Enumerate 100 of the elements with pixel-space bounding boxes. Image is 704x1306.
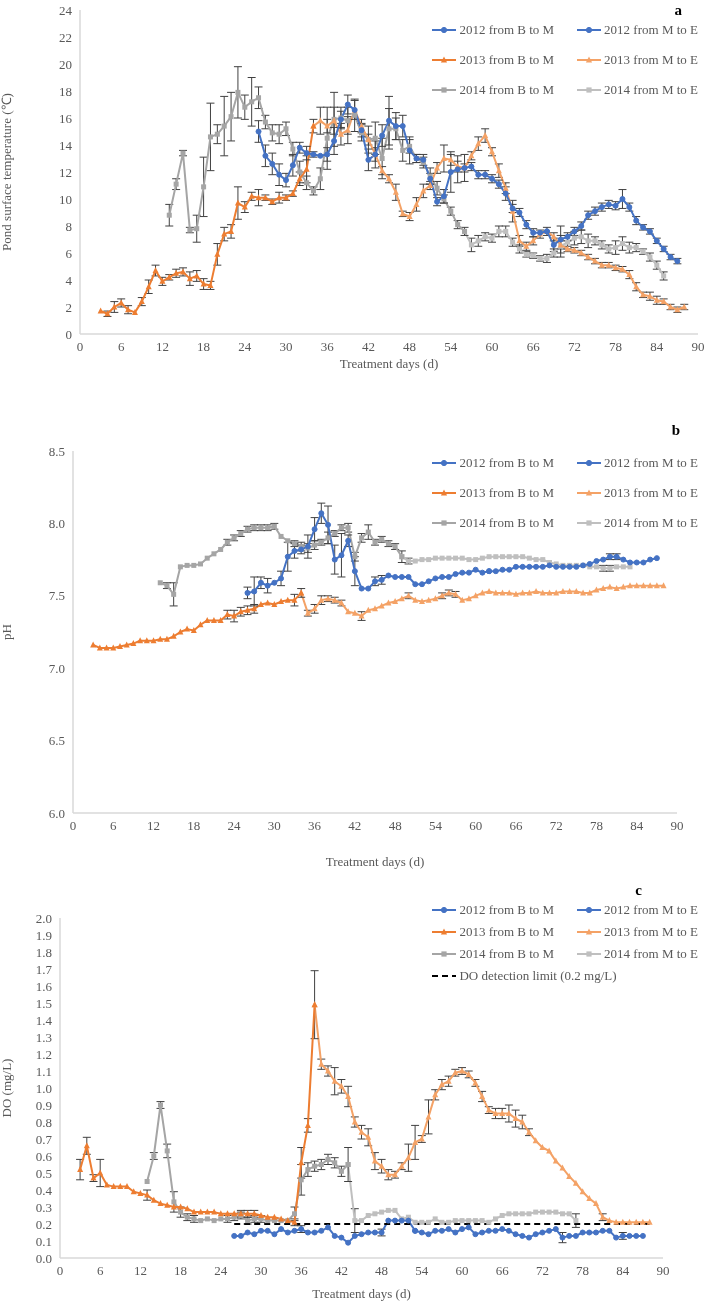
y-axis-title: pH (0, 624, 14, 640)
x-tick-label: 66 (526, 339, 541, 355)
y-tick-label: 8.5 (48, 443, 65, 459)
x-tick-label: 78 (609, 339, 623, 355)
legend-label: 2012 from M to E (604, 902, 698, 918)
y-tick-label: 0.2 (35, 1216, 52, 1232)
y-tick-label: 0.1 (35, 1233, 52, 1249)
x-tick-label: 66 (509, 818, 523, 834)
x-axis-title: Treatment days (d) (338, 356, 440, 372)
x-tick-label: 24 (238, 339, 252, 355)
y-tick-label: 1.3 (35, 1029, 52, 1045)
x-tick-label: 12 (147, 818, 161, 834)
x-tick-label: 48 (403, 339, 417, 355)
x-tick-label: 12 (155, 339, 169, 355)
y-tick-label: 7.0 (48, 660, 65, 676)
x-tick-label: 84 (650, 339, 664, 355)
y-tick-label: 0.5 (35, 1165, 52, 1181)
x-tick-label: 30 (267, 818, 281, 834)
y-tick-label: 2 (65, 299, 72, 315)
x-tick-label: 12 (133, 1263, 147, 1279)
y-tick-label: 8 (65, 218, 72, 234)
legend-label: 2012 from B to M (459, 902, 555, 918)
legend-label: 2012 from B to M (459, 455, 555, 471)
y-tick-label: 1.2 (35, 1046, 52, 1062)
legend-label: 2013 from M to E (604, 485, 698, 501)
legend-label: 2013 from B to M (459, 485, 555, 501)
x-tick-label: 18 (197, 339, 211, 355)
x-tick-label: 48 (375, 1263, 389, 1279)
y-tick-label: 6 (65, 245, 73, 261)
x-tick-label: 90 (656, 1263, 670, 1279)
text: c (635, 882, 642, 899)
y-tick-label: 16 (59, 110, 73, 126)
x-tick-label: 90 (691, 339, 704, 355)
x-axis-title: Treatment days (d) (311, 1286, 412, 1302)
y-tick-label: 1.9 (35, 927, 52, 943)
y-tick-label: 1.6 (35, 978, 53, 994)
y-tick-label: 10 (59, 191, 72, 207)
legend-label: 2014 from M to E (604, 946, 698, 962)
x-tick-label: 78 (589, 818, 603, 834)
y-tick-label: 0 (65, 326, 72, 342)
x-tick-label: 78 (576, 1263, 590, 1279)
legend-label: 2014 from B to M (459, 946, 555, 962)
y-tick-label: 1.1 (35, 1063, 52, 1079)
legend-label: 2012 from B to M (459, 22, 555, 38)
x-tick-label: 24 (227, 818, 242, 834)
legend-label: 2014 from B to M (459, 515, 555, 531)
x-tick-label: 72 (549, 818, 563, 834)
x-tick-label: 72 (535, 1263, 549, 1279)
y-tick-label: 0.8 (35, 1114, 52, 1130)
y-tick-label: 18 (59, 83, 72, 99)
y-tick-label: 20 (59, 56, 72, 72)
x-tick-label: 72 (567, 339, 581, 355)
x-tick-label: 42 (348, 818, 362, 834)
y-tick-label: 6.0 (48, 805, 65, 821)
x-tick-label: 42 (361, 339, 375, 355)
x-tick-label: 6 (117, 339, 125, 355)
x-tick-label: 54 (444, 339, 458, 355)
x-tick-label: 18 (174, 1263, 188, 1279)
y-tick-label: 12 (59, 164, 72, 180)
x-tick-label: 60 (485, 339, 499, 355)
x-tick-label: 30 (279, 339, 293, 355)
text: b (671, 422, 680, 439)
x-tick-label: 90 (670, 818, 684, 834)
x-tick-label: 60 (455, 1263, 469, 1279)
y-axis-title: Pond surface temperature (℃) (0, 93, 14, 251)
y-tick-label: 1.7 (35, 961, 53, 977)
y-tick-label: 2.0 (35, 910, 52, 926)
y-axis-title: DO (mg/L) (0, 1058, 14, 1118)
legend-label: 2013 from M to E (604, 52, 698, 68)
x-tick-label: 36 (308, 818, 322, 834)
x-tick-label: 6 (110, 818, 118, 834)
legend-label: 2014 from M to E (604, 82, 698, 98)
x-tick-label: 6 (96, 1263, 104, 1279)
x-tick-label: 48 (388, 818, 402, 834)
y-tick-label: 1.4 (35, 1012, 53, 1028)
y-tick-label: 0.9 (35, 1097, 52, 1113)
y-tick-label: 6.5 (48, 733, 65, 749)
x-tick-label: 42 (334, 1263, 348, 1279)
x-tick-label: 36 (294, 1263, 309, 1279)
y-tick-label: 0.0 (35, 1250, 52, 1266)
x-tick-label: 66 (495, 1263, 510, 1279)
legend-label: 2012 from M to E (604, 455, 698, 471)
x-tick-label: 54 (428, 818, 443, 834)
x-tick-label: 84 (616, 1263, 630, 1279)
y-tick-label: 0.3 (35, 1199, 52, 1215)
legend-label: 2013 from M to E (604, 924, 698, 940)
legend-label: DO detection limit (0.2 mg/L) (459, 968, 617, 984)
x-tick-label: 30 (254, 1263, 268, 1279)
x-tick-label: 0 (76, 339, 84, 355)
y-tick-label: 14 (59, 137, 73, 153)
x-tick-label: 24 (214, 1263, 228, 1279)
y-tick-label: 0.6 (35, 1148, 53, 1164)
y-tick-label: 8.0 (48, 516, 65, 532)
y-tick-label: 4 (65, 272, 73, 288)
legend-label: 2013 from B to M (459, 52, 555, 68)
x-tick-label: 54 (415, 1263, 429, 1279)
y-tick-label: 1.5 (35, 995, 52, 1011)
annotation: a (674, 2, 682, 19)
legend-label: 2012 from M to E (604, 22, 698, 38)
x-tick-label: 18 (187, 818, 201, 834)
